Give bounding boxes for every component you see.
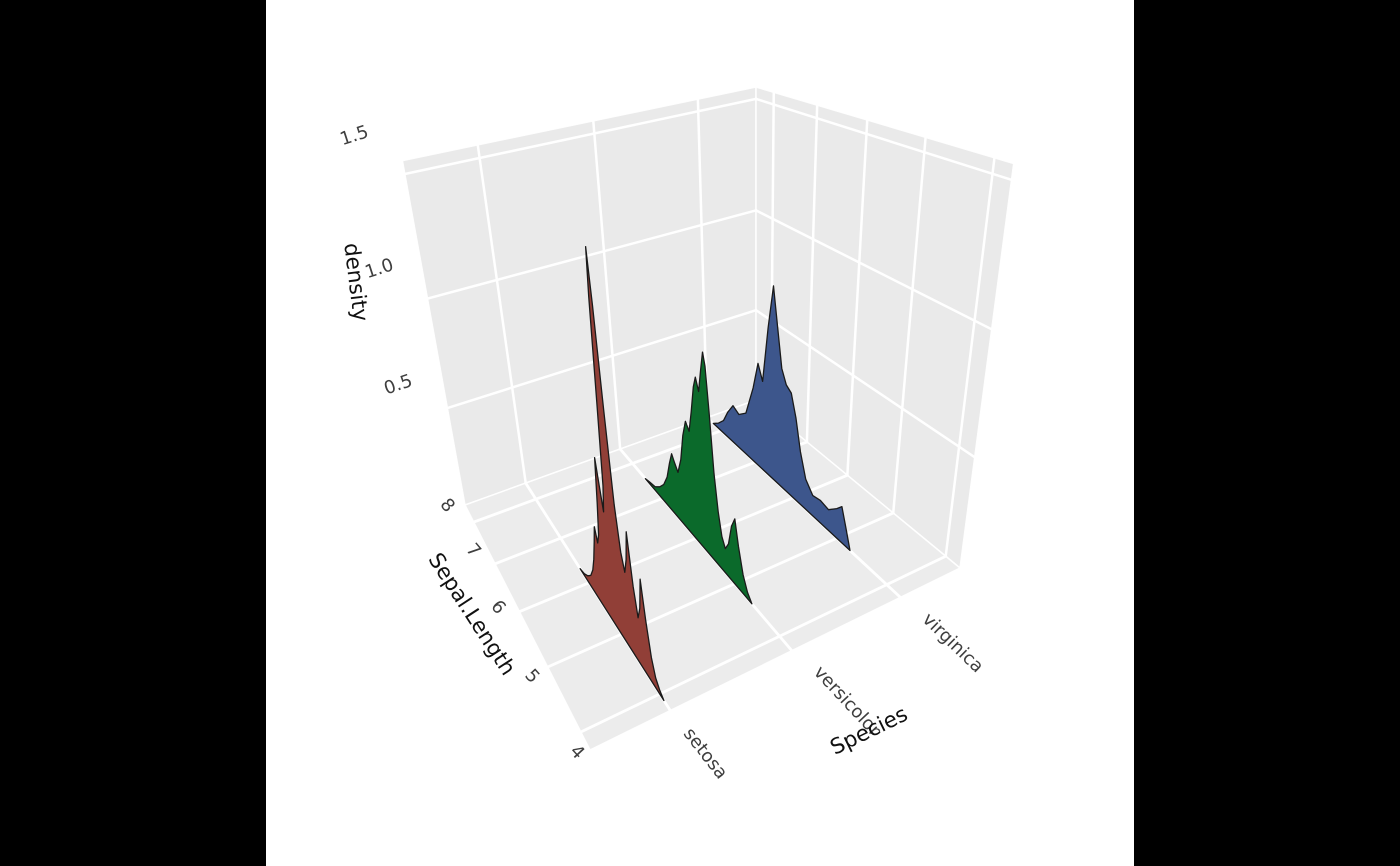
x-tick-label: 8 bbox=[435, 494, 458, 516]
x-tick-label: 5 bbox=[520, 665, 543, 688]
wall-grid-z bbox=[754, 208, 994, 331]
x-tick-label: 7 bbox=[461, 539, 484, 561]
wall-grid-y bbox=[476, 143, 528, 485]
wall-grid-y bbox=[591, 119, 622, 451]
y-tick-label: virginica bbox=[918, 609, 988, 677]
z-tick-label: 1.5 bbox=[337, 121, 371, 150]
wall-grid-x bbox=[846, 118, 869, 477]
wall-grid-y bbox=[696, 97, 709, 419]
floor-grid-x bbox=[578, 554, 948, 734]
z-axis-title: density bbox=[338, 242, 372, 324]
wall-grid-z bbox=[403, 97, 758, 176]
ridge-virginica bbox=[712, 285, 851, 552]
wall-grid-x bbox=[805, 103, 819, 444]
ridge-versicolor bbox=[644, 351, 753, 605]
wall-grid-z bbox=[445, 308, 758, 410]
wall-grid-z bbox=[425, 208, 758, 301]
wall-grid-z bbox=[754, 308, 977, 459]
z-tick-label: 0.5 bbox=[381, 370, 415, 399]
ridgeline-3d-chart: 0.51.01.545678setosaversicolorvirginicad… bbox=[337, 85, 1015, 783]
ridge-setosa bbox=[579, 245, 665, 702]
wall-grid-z bbox=[754, 97, 1014, 182]
y-tick-label: setosa bbox=[679, 724, 732, 783]
figure-canvas: 0.5 1.0 1.5 4 5 6 7 8 setosa versicolor virginica d… bbox=[266, 0, 1134, 866]
wall-grid-x bbox=[944, 156, 996, 558]
wall-grid-x bbox=[891, 135, 927, 515]
x-tick-label: 4 bbox=[565, 741, 588, 764]
x-tick-label: 6 bbox=[486, 596, 509, 618]
